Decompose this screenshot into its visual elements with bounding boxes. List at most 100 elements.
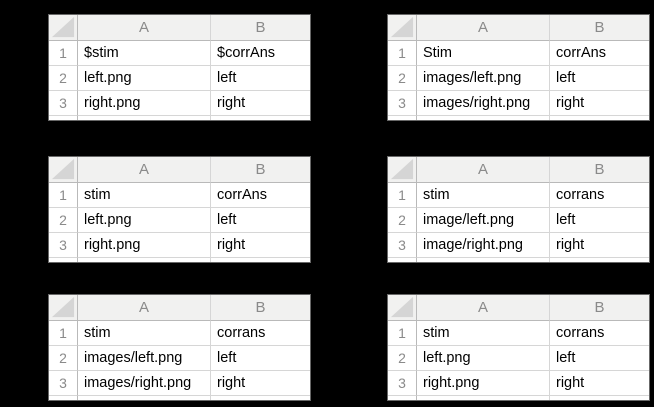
row-header-1[interactable]: 1	[49, 41, 78, 66]
cell-b1[interactable]: $corrAns	[211, 41, 310, 66]
column-header-a[interactable]: A	[78, 15, 211, 41]
spreadsheet-top-right: A B 1 Stim corrAns 2 images/left.png lef…	[388, 15, 649, 120]
row-header-4[interactable]	[388, 258, 417, 262]
row-header-4[interactable]	[49, 258, 78, 262]
cell-b2[interactable]: left	[211, 208, 310, 233]
select-all-corner[interactable]	[49, 295, 78, 321]
cell-b2[interactable]: left	[211, 66, 310, 91]
cell-a2[interactable]: left.png	[78, 66, 211, 91]
cell-b4[interactable]	[211, 258, 310, 262]
row-header-3[interactable]: 3	[49, 233, 78, 258]
row-4-partial	[49, 396, 310, 400]
cell-b4[interactable]	[211, 396, 310, 400]
row-header-3[interactable]: 3	[388, 91, 417, 116]
cell-b4[interactable]	[550, 396, 649, 400]
cell-b1[interactable]: corrans	[211, 321, 310, 346]
row-header-1[interactable]: 1	[49, 183, 78, 208]
row-header-2[interactable]: 2	[49, 208, 78, 233]
column-header-a[interactable]: A	[417, 295, 550, 321]
row-header-3[interactable]: 3	[49, 371, 78, 396]
table-row: 3 right.png right	[49, 91, 310, 116]
row-header-3[interactable]: 3	[388, 233, 417, 258]
cell-b2[interactable]: left	[211, 346, 310, 371]
column-header-b[interactable]: B	[550, 15, 649, 41]
row-header-3[interactable]: 3	[388, 371, 417, 396]
cell-b1[interactable]: corrans	[550, 183, 649, 208]
row-header-4[interactable]	[388, 396, 417, 400]
cell-b3[interactable]: right	[550, 371, 649, 396]
cell-a3[interactable]: images/right.png	[78, 371, 211, 396]
cell-a4[interactable]	[417, 116, 550, 120]
row-header-2[interactable]: 2	[388, 346, 417, 371]
row-header-1[interactable]: 1	[388, 321, 417, 346]
header-row: A B	[388, 295, 649, 321]
cell-b1[interactable]: corrans	[550, 321, 649, 346]
column-header-a[interactable]: A	[417, 157, 550, 183]
row-header-2[interactable]: 2	[388, 66, 417, 91]
spreadsheet-top-left: A B 1 $stim $corrAns 2 left.png left 3 r…	[49, 15, 310, 120]
cell-a2[interactable]: left.png	[417, 346, 550, 371]
row-header-2[interactable]: 2	[388, 208, 417, 233]
column-header-a[interactable]: A	[78, 295, 211, 321]
cell-a4[interactable]	[78, 116, 211, 120]
cell-a4[interactable]	[78, 258, 211, 262]
select-all-corner[interactable]	[388, 15, 417, 41]
cell-a4[interactable]	[417, 258, 550, 262]
cell-b3[interactable]: right	[211, 91, 310, 116]
row-header-3[interactable]: 3	[49, 91, 78, 116]
row-header-4[interactable]	[49, 116, 78, 120]
cell-a2[interactable]: images/left.png	[417, 66, 550, 91]
select-all-corner[interactable]	[388, 157, 417, 183]
cell-a4[interactable]	[78, 396, 211, 400]
cell-a1[interactable]: Stim	[417, 41, 550, 66]
cell-b3[interactable]: right	[550, 233, 649, 258]
row-header-2[interactable]: 2	[49, 346, 78, 371]
column-header-b[interactable]: B	[211, 295, 310, 321]
cell-a3[interactable]: images/right.png	[417, 91, 550, 116]
cell-a3[interactable]: right.png	[78, 91, 211, 116]
cell-a1[interactable]: stim	[417, 321, 550, 346]
row-header-1[interactable]: 1	[388, 41, 417, 66]
cell-b4[interactable]	[550, 116, 649, 120]
select-all-triangle-icon	[390, 16, 414, 38]
cell-b2[interactable]: left	[550, 66, 649, 91]
cell-a2[interactable]: images/left.png	[78, 346, 211, 371]
column-header-b[interactable]: B	[211, 157, 310, 183]
cell-b4[interactable]	[211, 116, 310, 120]
row-header-2[interactable]: 2	[49, 66, 78, 91]
cell-b3[interactable]: right	[550, 91, 649, 116]
select-all-corner[interactable]	[49, 157, 78, 183]
column-header-b[interactable]: B	[550, 157, 649, 183]
cell-b2[interactable]: left	[550, 346, 649, 371]
cell-b3[interactable]: right	[211, 233, 310, 258]
column-header-a[interactable]: A	[417, 15, 550, 41]
row-header-1[interactable]: 1	[49, 321, 78, 346]
row-header-4[interactable]	[388, 116, 417, 120]
cell-a2[interactable]: image/left.png	[417, 208, 550, 233]
row-header-1[interactable]: 1	[388, 183, 417, 208]
row-header-4[interactable]	[49, 396, 78, 400]
cell-a2[interactable]: left.png	[78, 208, 211, 233]
column-header-b[interactable]: B	[211, 15, 310, 41]
select-all-corner[interactable]	[49, 15, 78, 41]
cell-b1[interactable]: corrAns	[211, 183, 310, 208]
cell-b3[interactable]: right	[211, 371, 310, 396]
select-all-triangle-icon	[51, 158, 75, 180]
cell-a3[interactable]: right.png	[78, 233, 211, 258]
cell-a1[interactable]: stim	[417, 183, 550, 208]
cell-b1[interactable]: corrAns	[550, 41, 649, 66]
cell-b4[interactable]	[550, 258, 649, 262]
column-header-a[interactable]: A	[78, 157, 211, 183]
cell-a1[interactable]: $stim	[78, 41, 211, 66]
cell-b2[interactable]: left	[550, 208, 649, 233]
column-header-b[interactable]: B	[550, 295, 649, 321]
cell-a3[interactable]: image/right.png	[417, 233, 550, 258]
select-all-corner[interactable]	[388, 295, 417, 321]
cell-a1[interactable]: stim	[78, 321, 211, 346]
table-row: 3 right.png right	[388, 371, 649, 396]
table-row: 2 left.png left	[388, 346, 649, 371]
cell-a3[interactable]: right.png	[417, 371, 550, 396]
cell-a4[interactable]	[417, 396, 550, 400]
cell-a1[interactable]: stim	[78, 183, 211, 208]
table-row: 2 images/left.png left	[388, 66, 649, 91]
